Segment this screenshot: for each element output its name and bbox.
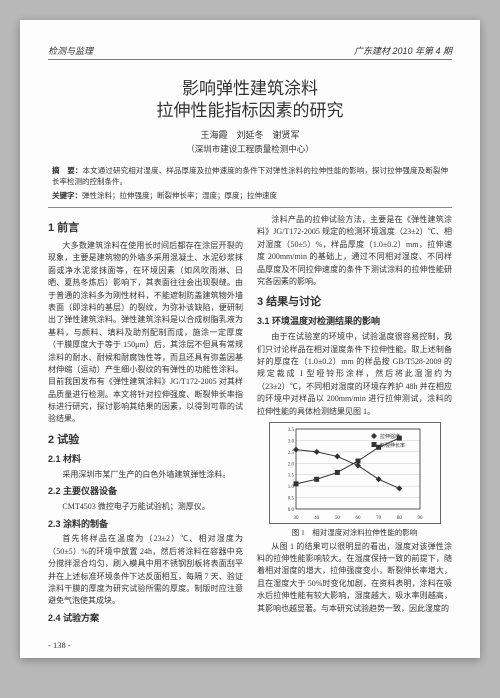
- svg-text:2.0: 2.0: [287, 462, 294, 467]
- figure-1-caption: 图 1 相对湿度对涂料拉伸性能的影响: [257, 527, 452, 539]
- section-3-1-p2: 从图 1 的结果可以很明显的看出，湿度对该弹性涂料的拉伸性能影响较大。在湿度保持…: [257, 541, 452, 615]
- section-2-3-title: 2.3 涂料的制备: [48, 518, 243, 532]
- affiliation: （深圳市建设工程质量检测中心）: [48, 143, 452, 155]
- svg-text:3.5: 3.5: [287, 428, 294, 433]
- keywords-label: 关键字：: [52, 191, 82, 200]
- section-3-1-title: 3.1 环境温度对检测结果的影响: [257, 315, 452, 329]
- col2-p1: 涂料产品的拉伸试验方法，主要是在《弹性建筑涂料》JG/T172-2005 规定的…: [257, 214, 452, 288]
- section-1-p1: 大多数建筑涂料在使用长时间后都存在涂层开裂的现象，主要是建筑物的外墙多采用混凝土…: [48, 240, 243, 426]
- section-3-title: 3 结果与讨论: [257, 294, 452, 311]
- keywords-text: 弹性涂料；拉伸强度；断裂伸长率；湿度；厚度；拉伸速度: [82, 191, 277, 200]
- header-right: 广东建材 2010 年第 4 期: [354, 44, 452, 57]
- section-2-title: 2 试验: [48, 432, 243, 449]
- section-2-2-p: CMT4503 微控电子万能试验机；测厚仪。: [48, 501, 243, 513]
- section-1-title: 1 前言: [48, 220, 243, 237]
- svg-text:1.0: 1.0: [287, 485, 294, 490]
- svg-text:2.5: 2.5: [287, 451, 294, 456]
- svg-text:90: 90: [417, 516, 423, 521]
- svg-text:断裂伸长率: 断裂伸长率: [380, 442, 405, 449]
- svg-text:30: 30: [293, 516, 299, 521]
- page-number: - 138 -: [48, 640, 71, 650]
- figure-1-chart: 0.0 0.5 1.0 1.5 2.0 2.5 3.0 3.5 30 40 50 60 70 80 90 拉伸…: [269, 422, 441, 524]
- abstract-label: 摘 要：: [52, 166, 82, 175]
- section-2-1-p: 采用深圳市某厂生产的白色外墙建筑弹性涂料。: [48, 469, 243, 481]
- svg-text:3.0: 3.0: [287, 439, 294, 444]
- paper-page: 检测与监理 广东建材 2010 年第 4 期 影响弹性建筑涂料 拉伸性能指标因素…: [20, 20, 480, 658]
- header-left: 检测与监理: [48, 44, 93, 57]
- svg-text:80: 80: [396, 516, 402, 521]
- svg-text:40: 40: [314, 516, 320, 521]
- divider: [48, 207, 452, 208]
- authors: 王海霞 刘延冬 谢贤军: [48, 128, 452, 141]
- section-3-1-p1: 由于在试验室的环境中，试验温度很容易控制，我们只讨论样品在相对湿度条件下拉伸性能…: [257, 331, 452, 418]
- section-2-3-p: 首先将样品在温度为（23±2）℃、相对湿度为（50±5）%的环境中放置 24h，…: [48, 533, 243, 607]
- body-columns: 1 前言 大多数建筑涂料在使用长时间后都存在涂层开裂的现象，主要是建筑物的外墙多…: [48, 214, 452, 636]
- svg-text:0.5: 0.5: [287, 497, 294, 502]
- section-2-4-title: 2.4 试验方案: [48, 612, 243, 626]
- svg-text:60: 60: [355, 516, 361, 521]
- title-block: 影响弹性建筑涂料 拉伸性能指标因素的研究 王海霞 刘延冬 谢贤军 （深圳市建设工…: [48, 78, 452, 155]
- abstract-text: 本文通过研究相对湿度、样品厚度及拉伸速度的条件下对弹性涂料的拉伸性能的影响，探讨…: [52, 166, 448, 186]
- svg-text:70: 70: [376, 516, 382, 521]
- keywords: 关键字：弹性涂料；拉伸强度；断裂伸长率；湿度；厚度；拉伸速度: [52, 190, 448, 201]
- svg-text:1.5: 1.5: [287, 474, 294, 479]
- running-header: 检测与监理 广东建材 2010 年第 4 期: [48, 44, 452, 60]
- abstract: 摘 要：本文通过研究相对湿度、样品厚度及拉伸速度的条件下对弹性涂料的拉伸性能的影…: [52, 165, 448, 188]
- svg-text:50: 50: [334, 516, 340, 521]
- section-2-2-title: 2.2 主要仪器设备: [48, 485, 243, 499]
- figure-1: 0.0 0.5 1.0 1.5 2.0 2.5 3.0 3.5 30 40 50 60 70 80 90 拉伸…: [257, 422, 452, 539]
- title-line-2: 拉伸性能指标因素的研究: [48, 100, 452, 122]
- title-line-1: 影响弹性建筑涂料: [48, 78, 452, 100]
- section-2-1-title: 2.1 材料: [48, 453, 243, 467]
- svg-text:0.0: 0.0: [287, 508, 294, 513]
- svg-text:拉伸强度: 拉伸强度: [380, 433, 400, 440]
